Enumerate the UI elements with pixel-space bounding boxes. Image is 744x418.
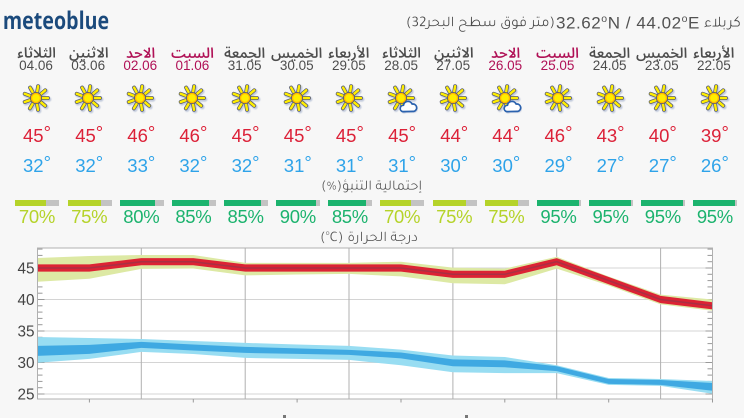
- svg-text:25: 25: [17, 387, 34, 404]
- svg-text:45: 45: [17, 261, 34, 278]
- svg-text:30: 30: [17, 355, 34, 372]
- svg-text:35: 35: [17, 324, 34, 341]
- svg-text:40: 40: [17, 292, 34, 309]
